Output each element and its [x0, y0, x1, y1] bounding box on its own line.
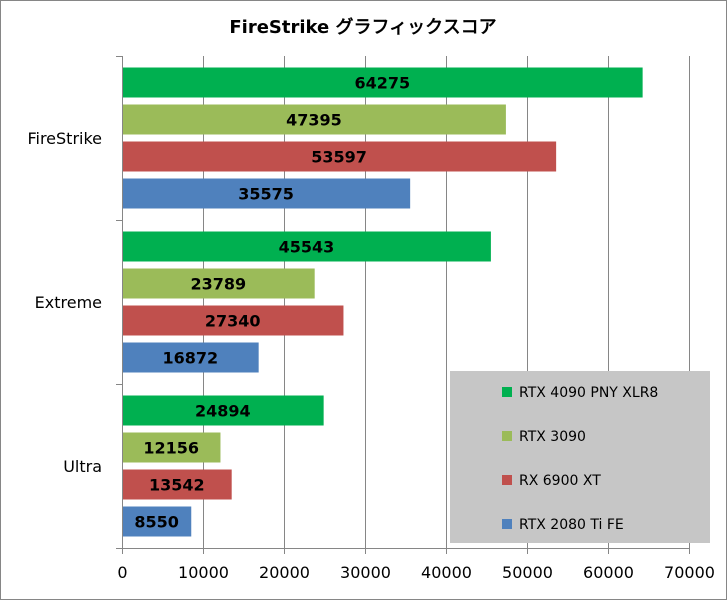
- x-tick-label: 60000: [583, 563, 634, 582]
- bar: [122, 432, 221, 463]
- x-tick-label: 0: [117, 563, 127, 582]
- data-label: 23789: [191, 275, 247, 294]
- legend: RTX 4090 PNY XLR8 RTX 3090 RX 6900 XT RTX 2…: [450, 371, 710, 543]
- data-label: 27340: [205, 312, 261, 331]
- legend-box: [450, 371, 710, 543]
- data-label: 47395: [286, 111, 342, 130]
- category-label: FireStrike: [27, 129, 102, 148]
- bar: [122, 178, 411, 209]
- x-tick-label: 30000: [340, 563, 391, 582]
- data-label: 64275: [354, 74, 410, 93]
- data-label: 24894: [195, 402, 251, 421]
- bars: 64275 47395 53597 35575 45543 23789 27340 16872…: [122, 67, 643, 537]
- chart-title: FireStrike グラフィックスコア: [229, 16, 496, 38]
- legend-label: RX 6900 XT: [519, 473, 601, 489]
- legend-swatch: [502, 519, 512, 529]
- bar: [122, 395, 324, 426]
- x-tick-label: 50000: [502, 563, 553, 582]
- x-tick-label: 10000: [178, 563, 229, 582]
- data-label: 13542: [149, 476, 205, 495]
- data-label: 45543: [279, 238, 335, 257]
- data-label: 35575: [238, 185, 294, 204]
- bar: [122, 305, 344, 336]
- legend-label: RTX 4090 PNY XLR8: [519, 385, 658, 401]
- bar: [122, 268, 315, 299]
- legend-swatch: [502, 431, 512, 441]
- x-tick-label: 40000: [421, 563, 472, 582]
- category-label: Ultra: [63, 457, 102, 476]
- bar: [122, 506, 192, 537]
- bar: [122, 469, 232, 500]
- bar: [122, 342, 259, 373]
- legend-swatch: [502, 387, 512, 397]
- data-label: 53597: [311, 148, 367, 167]
- legend-label: RTX 2080 Ti FE: [519, 517, 624, 533]
- data-label: 16872: [162, 349, 218, 368]
- bar: [122, 104, 506, 135]
- axes: 0 10000 20000 30000 40000 50000 60000 70000 Fire…: [27, 56, 715, 582]
- legend-swatch: [502, 475, 512, 485]
- data-label: 12156: [143, 439, 199, 458]
- bar: [122, 141, 557, 172]
- x-tick-label: 70000: [664, 563, 715, 582]
- bar: [122, 67, 643, 98]
- data-label: 8550: [134, 513, 179, 532]
- category-label: Extreme: [35, 293, 102, 312]
- x-tick-label: 20000: [259, 563, 310, 582]
- legend-label: RTX 3090: [519, 429, 586, 445]
- bar: [122, 231, 491, 262]
